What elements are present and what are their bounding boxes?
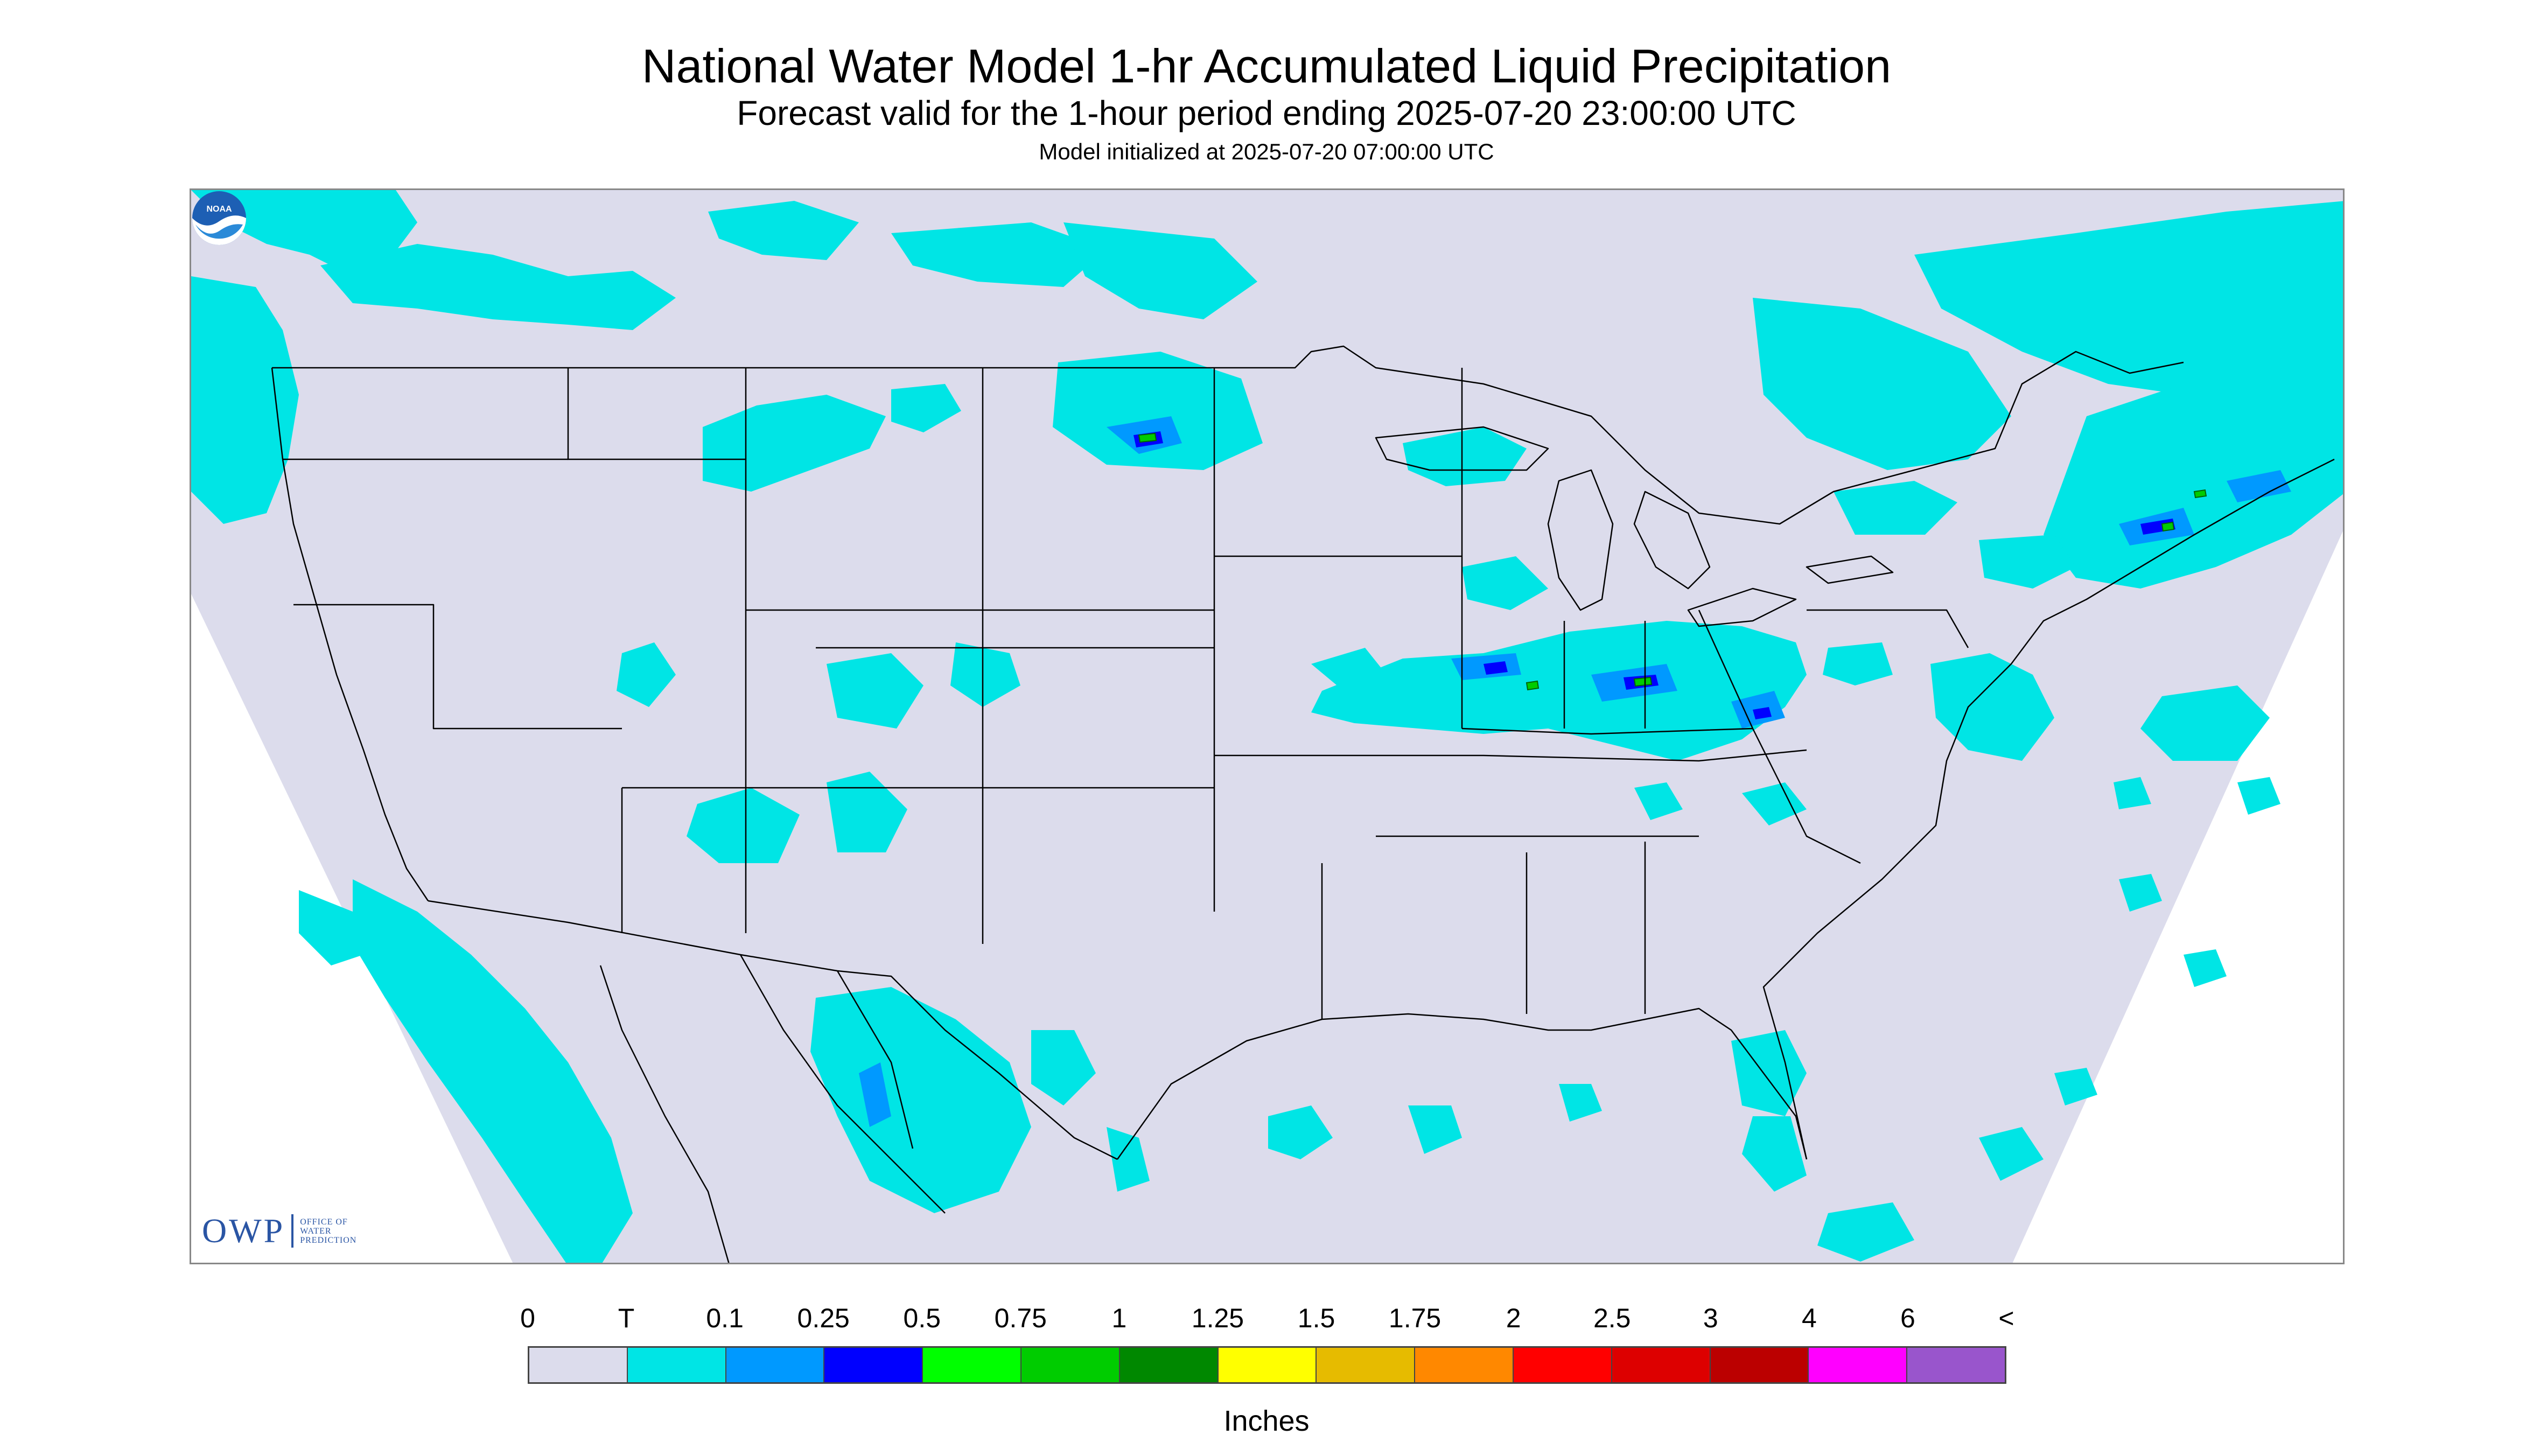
legend-swatch: [1809, 1348, 1908, 1382]
owp-logo: OWP OFFICE OF WATER PREDICTION: [202, 1207, 381, 1255]
legend-swatch: [1119, 1348, 1219, 1382]
noaa-logo-icon: NOAA: [192, 191, 246, 245]
legend-tick-label: 0.1: [706, 1303, 744, 1333]
political-boundaries: [271, 345, 2335, 1263]
precip-trace-areas: [191, 190, 2343, 1263]
legend-tick-label: 0: [520, 1303, 535, 1333]
legend-tick-label: 2.5: [1593, 1303, 1631, 1333]
map-subtitle: Forecast valid for the 1-hour period end…: [737, 94, 1796, 132]
model-init-line: Model initialized at 2025-07-20 07:00:00…: [1039, 139, 1494, 164]
precip-heavy-areas: [1138, 432, 2207, 691]
legend-tick-label: 1.75: [1388, 1303, 1442, 1333]
legend-tick-label: 4: [1801, 1303, 1817, 1333]
legend-swatch: [824, 1348, 923, 1382]
legend-swatch: [923, 1348, 1021, 1382]
legend-tick-label: 1: [1111, 1303, 1127, 1333]
precip-light-areas: [859, 416, 2291, 1127]
precipitation-map[interactable]: OWP OFFICE OF WATER PREDICTION NOAA: [190, 188, 2345, 1264]
map-canvas: [191, 190, 2343, 1263]
legend-tick-label: 1.5: [1297, 1303, 1335, 1333]
legend-tick-label: 2: [1506, 1303, 1521, 1333]
map-title: National Water Model 1-hr Accumulated Li…: [641, 39, 1892, 93]
color-legend: [528, 1346, 2006, 1384]
legend-swatch: [1218, 1348, 1317, 1382]
legend-swatch: [1907, 1348, 2005, 1382]
legend-swatch: [1513, 1348, 1612, 1382]
legend-tick-label: 0.75: [994, 1303, 1047, 1333]
legend-tick-label: T: [618, 1303, 635, 1333]
legend-tick-labels: 0 T 0.1 0.25 0.5 0.75 1 1.25 1.5 1.75 2 2.5 3 4 6 <: [520, 1302, 2014, 1334]
legend-tick-label: 3: [1703, 1303, 1718, 1333]
legend-swatch: [1612, 1348, 1711, 1382]
legend-swatch: [726, 1348, 825, 1382]
legend-tick-label: <: [1998, 1303, 2014, 1333]
noaa-logo-text: NOAA: [206, 205, 232, 214]
owp-logo-mark: OWP: [202, 1212, 285, 1250]
legend-swatch: [1021, 1348, 1120, 1382]
legend-swatch: [1415, 1348, 1514, 1382]
legend-unit-label: Inches: [1223, 1405, 1310, 1437]
legend-swatch: [1317, 1348, 1416, 1382]
legend-tick-label: 6: [1900, 1303, 1915, 1333]
legend-swatch: [529, 1348, 628, 1382]
legend-swatch: [627, 1348, 726, 1382]
legend-tick-label: 1.25: [1191, 1303, 1244, 1333]
legend-tick-label: 0.5: [903, 1303, 941, 1333]
legend-tick-label: 0.25: [797, 1303, 850, 1333]
owp-logo-text: OFFICE OF WATER PREDICTION: [300, 1217, 357, 1245]
legend-swatch: [1710, 1348, 1809, 1382]
owp-logo-divider: [291, 1214, 294, 1248]
